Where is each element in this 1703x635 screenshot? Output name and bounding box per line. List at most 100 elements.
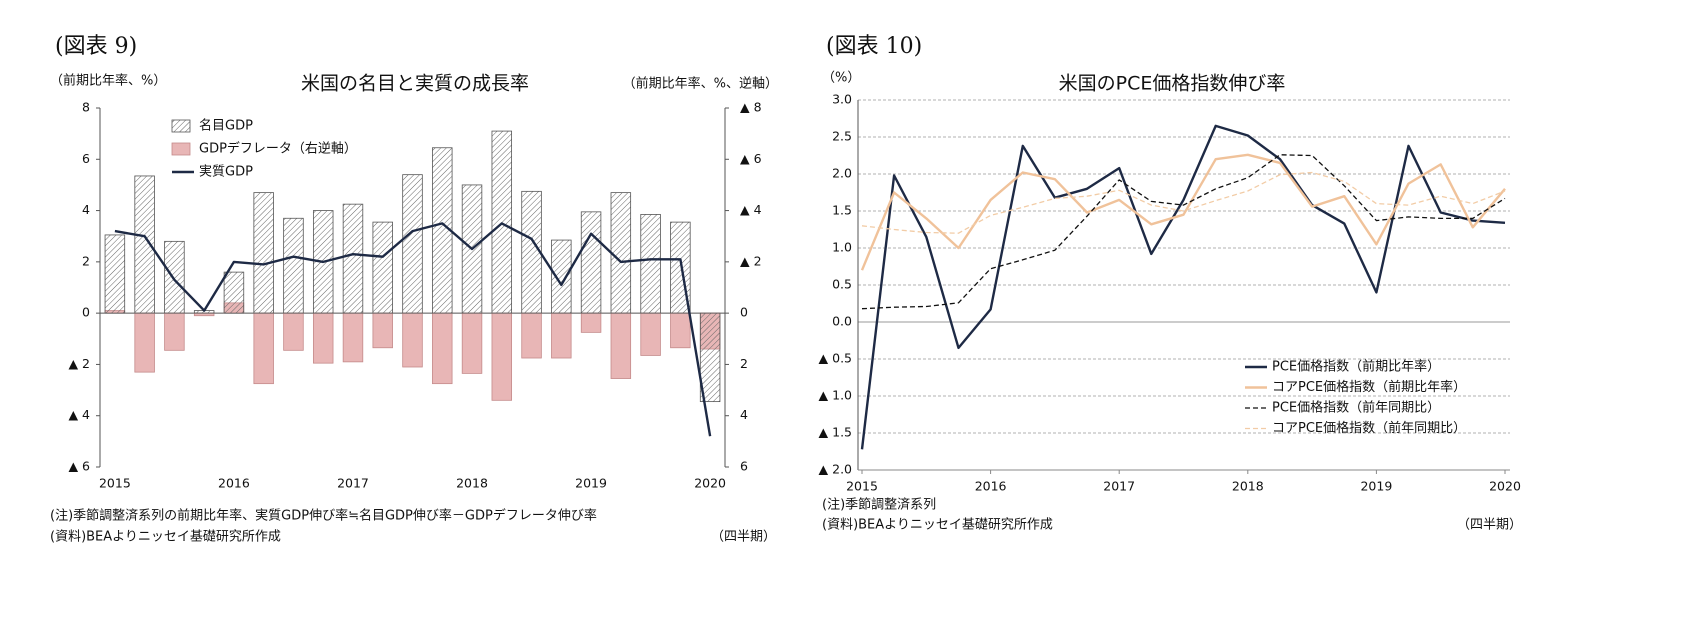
y-tick-label: ▲ 1.0 xyxy=(819,388,853,403)
bar xyxy=(164,240,185,314)
bar xyxy=(283,312,304,351)
note: (資料)BEAよりニッセイ基礎研究所作成 xyxy=(50,530,281,545)
y-tick-label: 0.0 xyxy=(832,314,852,329)
bar xyxy=(134,175,155,314)
y-tick-label: ▲ 1.5 xyxy=(819,425,852,440)
bar xyxy=(372,221,393,314)
y2-tick-label: ▲ 4 xyxy=(740,202,762,217)
figure-label: (図表 10) xyxy=(826,34,922,59)
x-tick-label: 2018 xyxy=(456,476,488,491)
bar xyxy=(580,211,602,314)
x-unit-label: （四半期） xyxy=(1457,518,1522,533)
y-tick-label: 3.0 xyxy=(832,92,852,107)
bar xyxy=(699,312,721,403)
y-tick-label: 0.5 xyxy=(832,277,852,292)
y2-tick-label: ▲ 2 xyxy=(740,253,762,268)
y-tick-label: ▲ 6 xyxy=(68,459,90,474)
note: (注)季節調整済系列 xyxy=(822,497,936,513)
bar xyxy=(342,312,364,363)
bar xyxy=(670,312,691,349)
y2-tick-label: ▲ 6 xyxy=(740,151,762,166)
y-tick-label: 2 xyxy=(82,253,90,268)
bar xyxy=(610,192,632,314)
bar xyxy=(104,234,126,314)
bar xyxy=(491,312,513,401)
bar xyxy=(580,312,602,333)
y-tick-label: 6 xyxy=(82,151,90,166)
bar xyxy=(283,217,304,314)
x-tick-label: 2020 xyxy=(694,476,726,491)
bar xyxy=(402,174,423,314)
line xyxy=(861,154,1506,310)
legend-swatch xyxy=(171,142,191,156)
x-tick-label: 2015 xyxy=(846,479,878,494)
y-tick-label: ▲ 2.0 xyxy=(819,462,853,477)
bar xyxy=(402,312,423,368)
y-tick-label: 4 xyxy=(82,202,90,217)
legend-label: PCE価格指数（前期比年率） xyxy=(1272,359,1440,375)
bar xyxy=(253,192,274,314)
bar xyxy=(551,239,572,314)
bar xyxy=(640,312,661,356)
bar xyxy=(640,214,661,314)
x-tick-label: 2016 xyxy=(975,479,1007,494)
note: (注)季節調整済系列の前期比年率、実質GDP伸び率≒名目GDP伸び率－GDPデフ… xyxy=(50,508,597,524)
x-tick-label: 2019 xyxy=(1360,479,1392,494)
legend-label: 名目GDP xyxy=(199,118,253,134)
y2-tick-label: 4 xyxy=(740,407,748,422)
chart-title: 米国の名目と実質の成長率 xyxy=(301,73,529,95)
bar xyxy=(223,271,245,314)
x-tick-label: 2019 xyxy=(575,476,607,491)
line xyxy=(114,222,712,437)
bar xyxy=(521,190,542,314)
bar xyxy=(134,312,155,373)
figure-label: (図表 9) xyxy=(55,34,137,59)
note: (資料)BEAよりニッセイ基礎研究所作成 xyxy=(822,518,1053,533)
y-tick-label: 8 xyxy=(82,100,90,115)
bar xyxy=(610,312,632,379)
bar xyxy=(491,130,513,314)
y2-tick-label: 2 xyxy=(740,356,748,371)
bar xyxy=(432,312,453,385)
x-tick-label: 2018 xyxy=(1232,479,1264,494)
legend-label: 実質GDP xyxy=(199,164,253,180)
x-tick-label: 2017 xyxy=(1103,479,1135,494)
x-tick-label: 2020 xyxy=(1489,479,1521,494)
legend-label: コアPCE価格指数（前年同期比） xyxy=(1272,420,1466,436)
bar xyxy=(253,312,274,385)
bar xyxy=(312,312,334,364)
y-axis-label: （%） xyxy=(822,71,860,86)
bar xyxy=(342,203,364,314)
y-tick-label: 0 xyxy=(82,305,90,320)
bar xyxy=(521,312,542,359)
y-tick-label: ▲ 2 xyxy=(68,356,90,371)
y2-tick-label: ▲ 8 xyxy=(740,100,762,115)
y-tick-label: 1.5 xyxy=(832,203,852,218)
legend-swatch xyxy=(171,119,191,133)
bar xyxy=(372,312,393,349)
legend-label: コアPCE価格指数（前期比年率） xyxy=(1272,379,1466,395)
chart-title: 米国のPCE価格指数伸び率 xyxy=(1059,73,1286,95)
line xyxy=(860,124,1506,450)
y2-tick-label: 6 xyxy=(740,459,748,474)
bar xyxy=(164,312,185,351)
y2-axis-label: （前期比年率、%、逆軸） xyxy=(623,76,778,92)
y-tick-label: 2.0 xyxy=(832,166,852,181)
legend-label: GDPデフレータ（右逆軸） xyxy=(199,141,357,157)
x-tick-label: 2016 xyxy=(218,476,250,491)
line xyxy=(860,153,1506,271)
line xyxy=(861,171,1506,234)
legend-label: PCE価格指数（前年同期比） xyxy=(1272,400,1440,416)
y-tick-label: 1.0 xyxy=(832,240,852,255)
x-tick-label: 2015 xyxy=(99,476,131,491)
y-tick-label: ▲ 4 xyxy=(68,407,90,422)
y-tick-label: 2.5 xyxy=(832,129,852,144)
bar xyxy=(461,312,483,374)
y-axis-label: （前期比年率、%） xyxy=(50,73,166,89)
y-tick-label: ▲ 0.5 xyxy=(819,351,852,366)
x-unit-label: （四半期） xyxy=(711,530,776,545)
bar xyxy=(551,312,572,359)
x-tick-label: 2017 xyxy=(337,476,369,491)
y2-tick-label: 0 xyxy=(740,305,748,320)
